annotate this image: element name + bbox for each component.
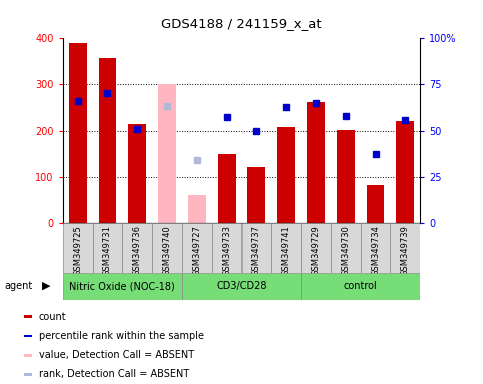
Text: GSM349733: GSM349733 — [222, 225, 231, 276]
Bar — [301, 223, 331, 273]
Bar — [361, 223, 390, 273]
Bar — [24, 316, 32, 318]
Bar — [390, 223, 420, 273]
Bar — [277, 127, 295, 223]
Text: GSM349727: GSM349727 — [192, 225, 201, 276]
Bar — [24, 373, 32, 376]
Text: GSM349734: GSM349734 — [371, 225, 380, 276]
Bar — [152, 223, 182, 273]
Bar — [331, 223, 361, 273]
Bar — [122, 223, 152, 273]
Bar — [397, 121, 414, 223]
Text: agent: agent — [5, 281, 33, 291]
Bar — [188, 195, 206, 223]
Bar — [24, 334, 32, 337]
Bar — [182, 273, 301, 300]
Text: percentile rank within the sample: percentile rank within the sample — [39, 331, 204, 341]
Text: GSM349725: GSM349725 — [73, 225, 82, 276]
Bar — [337, 130, 355, 223]
Bar — [63, 223, 93, 273]
Text: count: count — [39, 312, 66, 322]
Text: rank, Detection Call = ABSENT: rank, Detection Call = ABSENT — [39, 369, 189, 379]
Text: GSM349730: GSM349730 — [341, 225, 350, 276]
Bar — [271, 223, 301, 273]
Bar — [307, 103, 325, 223]
Text: control: control — [344, 281, 378, 291]
Bar — [69, 43, 86, 223]
Bar — [24, 354, 32, 356]
Bar — [218, 154, 236, 223]
Bar — [247, 167, 265, 223]
Text: GDS4188 / 241159_x_at: GDS4188 / 241159_x_at — [161, 17, 322, 30]
Text: GSM349737: GSM349737 — [252, 225, 261, 276]
Text: value, Detection Call = ABSENT: value, Detection Call = ABSENT — [39, 350, 194, 360]
Text: GSM349736: GSM349736 — [133, 225, 142, 276]
Bar — [99, 58, 116, 223]
Text: CD3/CD28: CD3/CD28 — [216, 281, 267, 291]
Text: Nitric Oxide (NOC-18): Nitric Oxide (NOC-18) — [70, 281, 175, 291]
Text: GSM349731: GSM349731 — [103, 225, 112, 276]
Bar — [63, 273, 182, 300]
Bar — [242, 223, 271, 273]
Text: ▶: ▶ — [42, 281, 50, 291]
Bar — [93, 223, 122, 273]
Text: GSM349740: GSM349740 — [163, 225, 171, 276]
Bar — [301, 273, 420, 300]
Text: GSM349729: GSM349729 — [312, 225, 320, 276]
Bar — [212, 223, 242, 273]
Bar — [158, 84, 176, 223]
Text: GSM349741: GSM349741 — [282, 225, 291, 276]
Bar — [128, 124, 146, 223]
Text: GSM349739: GSM349739 — [401, 225, 410, 276]
Bar — [182, 223, 212, 273]
Bar — [367, 185, 384, 223]
